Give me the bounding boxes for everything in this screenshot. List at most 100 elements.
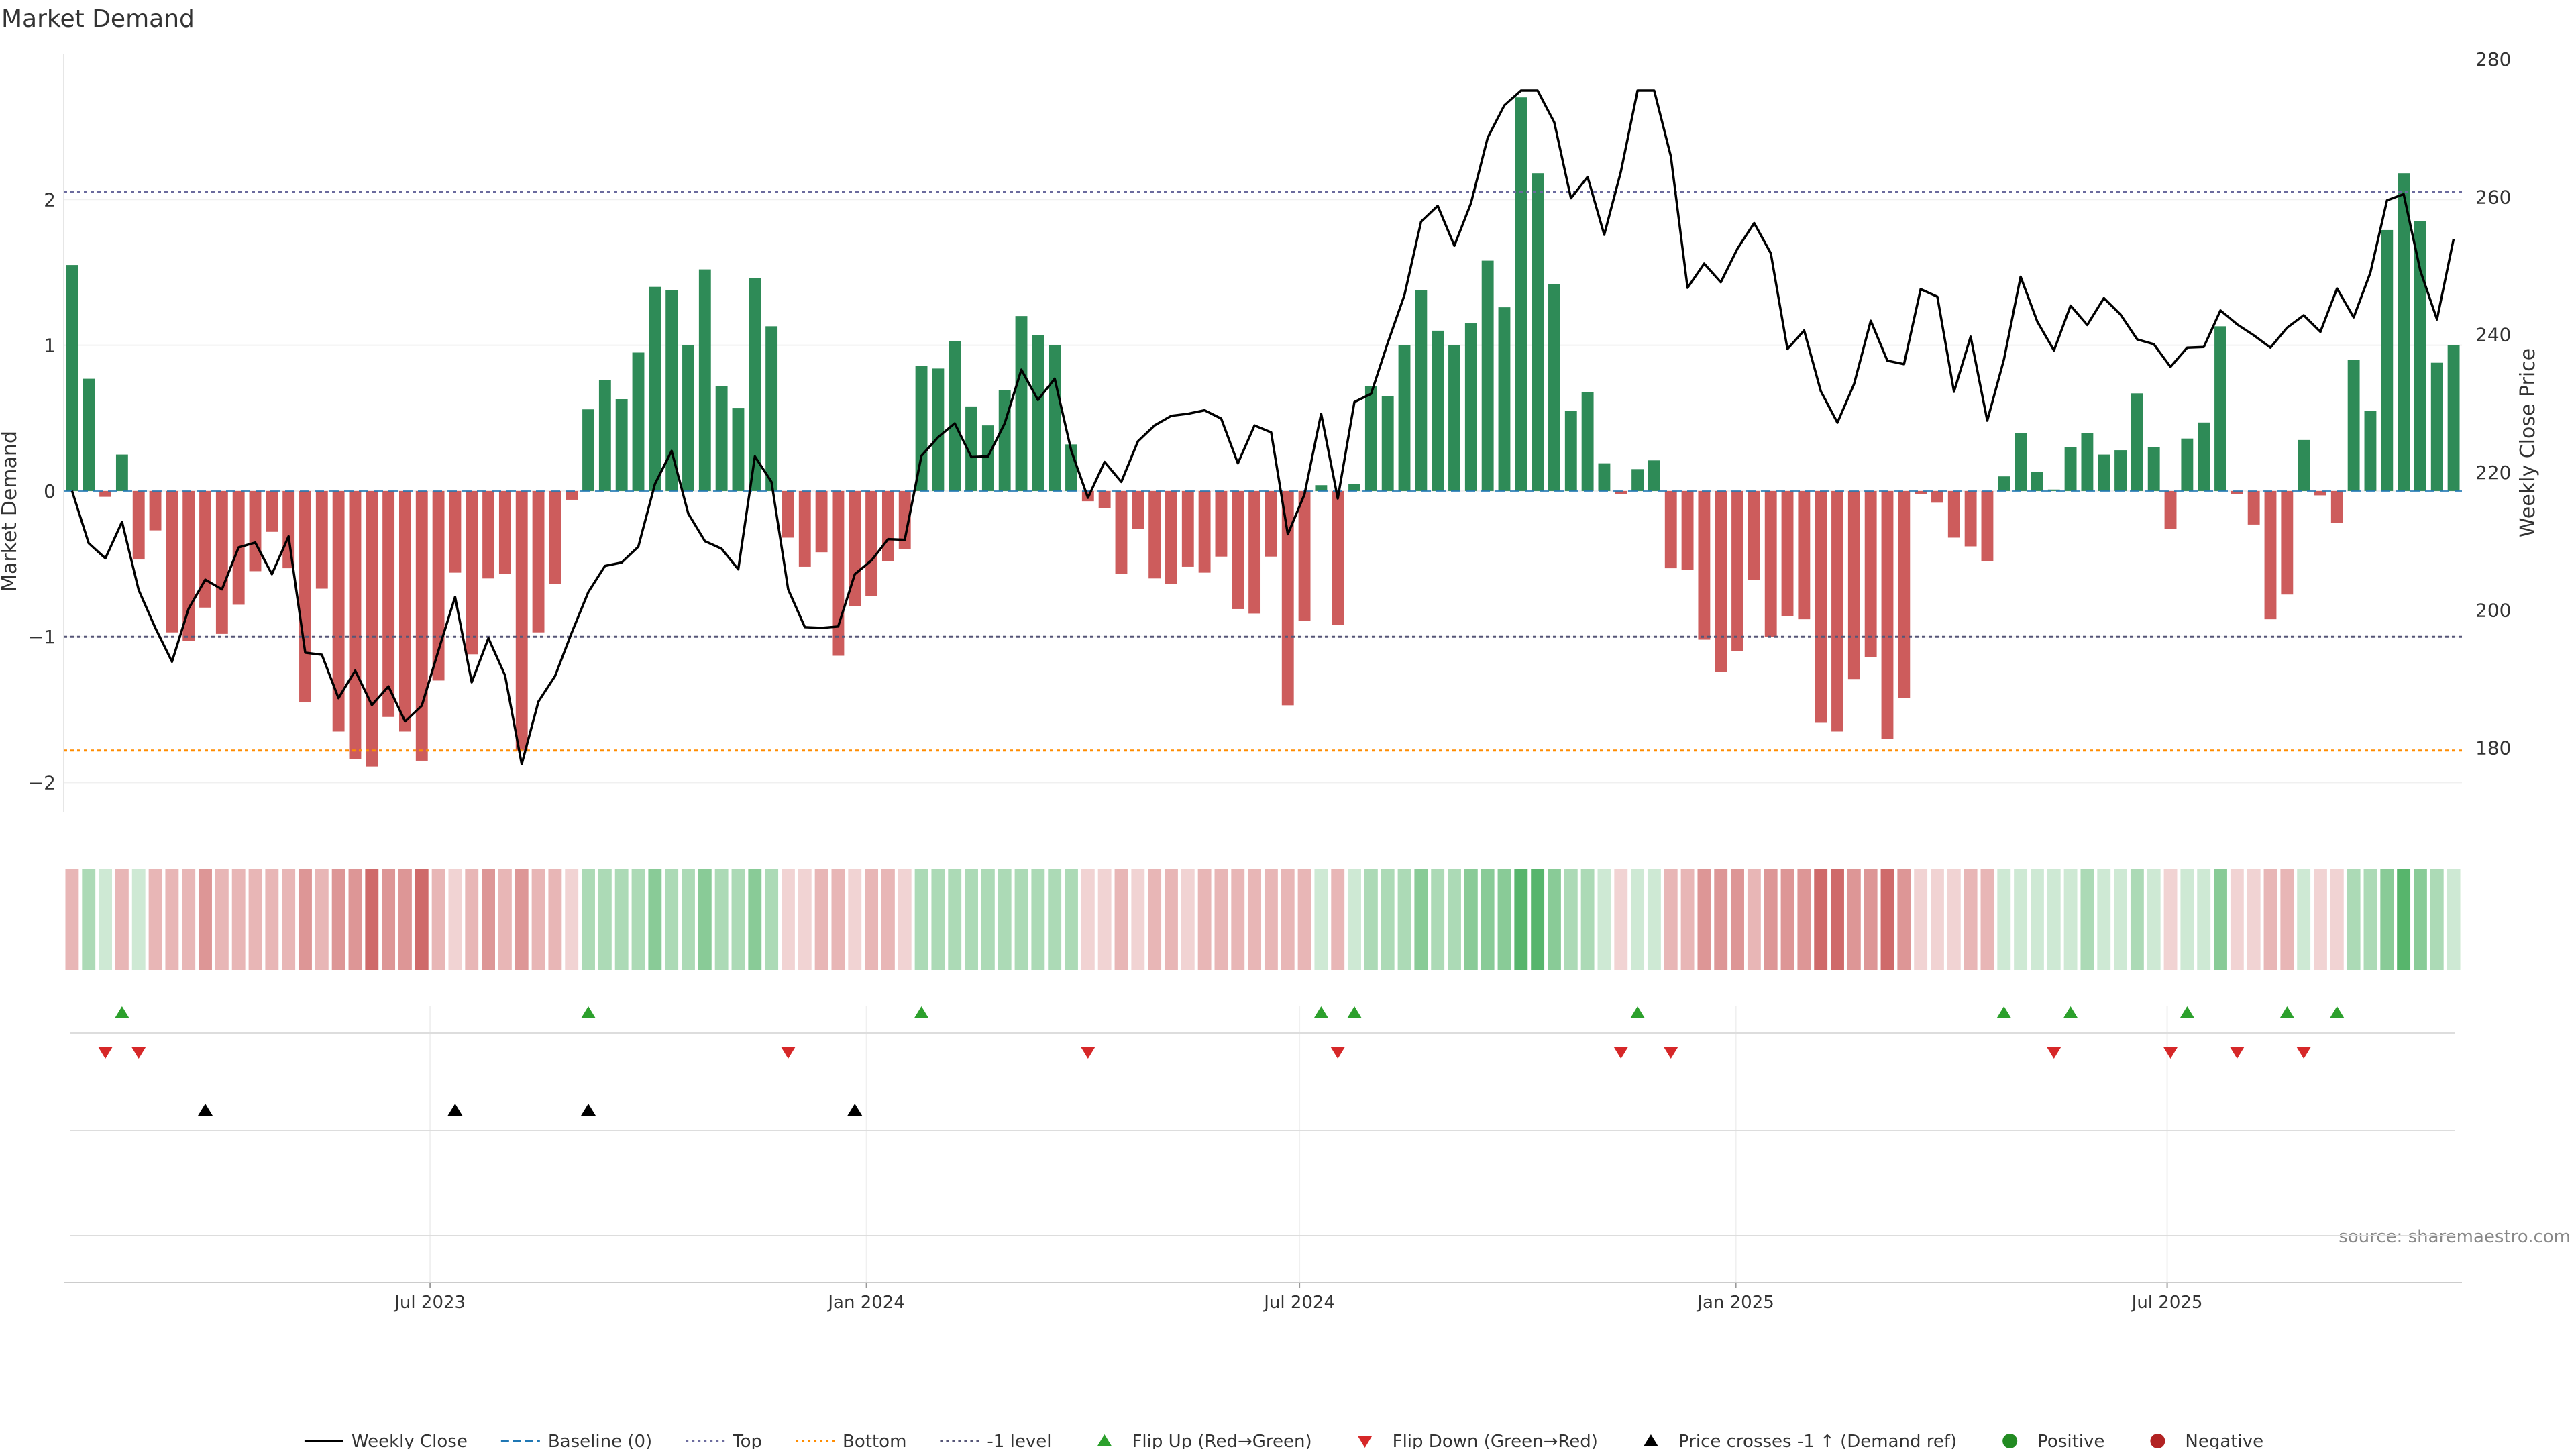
strength-cell — [1814, 869, 1828, 970]
demand-bar — [849, 490, 861, 606]
strength-cell — [2014, 869, 2028, 970]
strength-cell — [1464, 869, 1478, 970]
strength-cell — [1947, 869, 1961, 970]
strength-cell — [731, 869, 745, 970]
demand-bar — [1898, 490, 1911, 698]
legend-swatch — [1357, 1436, 1373, 1448]
strength-cell — [2080, 869, 2094, 970]
strength-cell — [498, 869, 512, 970]
demand-bar — [2314, 490, 2326, 496]
demand-bar — [2031, 472, 2043, 491]
strength-cell — [1880, 869, 1894, 970]
strength-cell — [1048, 869, 1062, 970]
demand-bar — [2247, 490, 2260, 525]
strength-cell — [2414, 869, 2427, 970]
demand-bar — [415, 490, 428, 761]
strength-cell — [1931, 869, 1944, 970]
y2-tick-label: 240 — [2475, 324, 2511, 346]
strength-cell — [1514, 869, 1528, 970]
strength-cell — [365, 869, 379, 970]
strength-cell — [582, 869, 595, 970]
demand-bar — [2098, 454, 2110, 491]
demand-bar — [1515, 97, 1527, 491]
strength-cell — [2380, 869, 2394, 970]
strength-cell — [1714, 869, 1728, 970]
strength-cell — [148, 869, 162, 970]
demand-bar — [998, 390, 1011, 491]
strength-cell — [182, 869, 196, 970]
strength-cell — [1747, 869, 1761, 970]
strength-cell — [1248, 869, 1262, 970]
strength-cell — [1764, 869, 1778, 970]
strength-cell — [2180, 869, 2194, 970]
demand-bar — [2398, 173, 2410, 491]
demand-bar — [1764, 490, 1777, 637]
strength-cell — [1297, 869, 1311, 970]
strength-cell — [331, 869, 345, 970]
strength-cell — [1114, 869, 1128, 970]
strength-cell — [898, 869, 912, 970]
strength-cell — [848, 869, 862, 970]
demand-bar — [466, 490, 478, 655]
strength-cell — [2280, 869, 2294, 970]
strength-cell — [881, 869, 895, 970]
flip-up-marker — [581, 1006, 596, 1018]
strength-cell — [614, 869, 629, 970]
strength-cell — [1997, 869, 2011, 970]
demand-bar — [1881, 490, 1894, 739]
strength-cell — [1847, 869, 1861, 970]
demand-bar — [199, 490, 211, 608]
flip-up-marker — [2279, 1006, 2295, 1018]
demand-bar — [2298, 439, 2310, 491]
strength-cell — [1148, 869, 1162, 970]
legend-label: Flip Up (Red→Green) — [1132, 1432, 1311, 1449]
demand-bar — [315, 490, 328, 589]
demand-bar — [682, 345, 694, 491]
price-cross-marker — [198, 1104, 213, 1116]
demand-bar — [832, 490, 845, 656]
demand-bar — [1481, 260, 1494, 491]
demand-bar — [632, 352, 645, 491]
demand-bar — [1348, 484, 1360, 491]
demand-bar — [1098, 490, 1111, 508]
demand-bar — [1847, 490, 1860, 680]
strength-cell — [1731, 869, 1744, 970]
strength-cell — [1631, 869, 1645, 970]
strength-cell — [1131, 869, 1145, 970]
legend-label: Price crosses -1 ↑ (Demand ref) — [1678, 1432, 1957, 1449]
demand-bar — [1032, 335, 1044, 491]
flip-up-marker — [1347, 1006, 1362, 1018]
demand-bar — [532, 490, 545, 633]
strength-cell — [714, 869, 729, 970]
flip-up-marker — [2329, 1006, 2345, 1018]
demand-bar — [1598, 463, 1611, 491]
strength-cell — [2330, 869, 2344, 970]
demand-bar — [2330, 490, 2343, 523]
demand-bar — [1165, 490, 1177, 584]
demand-bar — [965, 406, 977, 491]
demand-bar — [732, 408, 745, 491]
strength-cell — [1797, 869, 1811, 970]
demand-bar — [1015, 316, 1028, 491]
strength-cell — [1331, 869, 1345, 970]
strength-cell — [1431, 869, 1445, 970]
strength-cell — [1914, 869, 1928, 970]
demand-bar — [2047, 489, 2060, 491]
y2-tick-label: 260 — [2475, 186, 2511, 208]
y2-tick-label: 220 — [2475, 462, 2511, 484]
demand-bar — [2381, 229, 2394, 491]
strength-cell — [1664, 869, 1678, 970]
demand-bar — [1698, 490, 1711, 640]
demand-bar — [515, 490, 528, 751]
demand-bar — [665, 290, 678, 491]
flip-down-marker — [1663, 1046, 1678, 1059]
x-tick-label: Jul 2023 — [393, 1293, 466, 1313]
demand-bar — [1931, 490, 1943, 503]
demand-bar — [1248, 490, 1261, 614]
strength-cell — [1281, 869, 1295, 970]
y-axis-label: Market Demand — [0, 431, 21, 592]
strength-cell — [1647, 869, 1661, 970]
strength-cell — [1897, 869, 1911, 970]
demand-bar — [981, 425, 994, 491]
demand-bar — [881, 490, 894, 561]
